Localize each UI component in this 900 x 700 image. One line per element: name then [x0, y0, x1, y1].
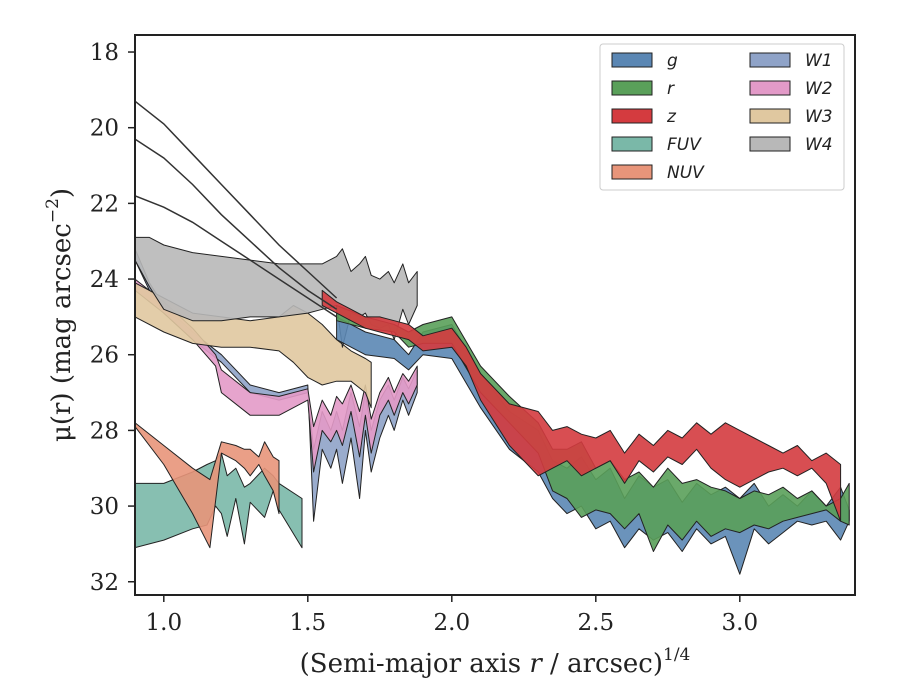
y-tick-label: 26 — [90, 343, 119, 369]
profile-line-2 — [135, 138, 338, 310]
profile-line-1 — [135, 100, 338, 299]
x-tick-label: 1.0 — [146, 610, 183, 636]
legend-swatch-r — [611, 80, 653, 96]
y-tick-label: 30 — [90, 494, 119, 520]
y-tick-label: 22 — [90, 191, 119, 217]
legend-label-r: r — [667, 79, 675, 99]
series-layer — [135, 236, 850, 575]
x-tick-label: 2.5 — [578, 610, 615, 636]
band-z — [321, 289, 842, 522]
legend-label-nuv: NUV — [667, 163, 705, 183]
legend-label-w1: W1 — [805, 51, 833, 71]
plot-frame — [134, 34, 856, 596]
x-axis-label: (Semi-major axis r / arcsec)1/4 — [300, 645, 691, 679]
legend-swatch-w2 — [749, 80, 791, 96]
band-w2 — [135, 278, 418, 473]
y-tick-label: 18 — [90, 40, 119, 66]
ticks-layer: 1.0 1.5 2.0 2.5 3.0 18 20 22 24 26 28 30 32 — [90, 40, 758, 636]
legend: grz FUV NUV W1 W2 W3 W4 — [599, 43, 845, 191]
band-nuv — [135, 422, 280, 549]
x-tick-label: 1.5 — [290, 610, 327, 636]
y-tick-label: 20 — [90, 116, 119, 142]
x-tick-label: 3.0 — [722, 610, 759, 636]
y-tick-label: 32 — [90, 570, 119, 596]
legend-label-w2: W2 — [805, 79, 833, 99]
legend-swatch-w3 — [749, 108, 791, 124]
legend-label-fuv: FUV — [667, 135, 702, 155]
y-tick-label: 24 — [90, 267, 119, 293]
legend-label-w3: W3 — [805, 107, 833, 127]
legend-label-z: z — [666, 107, 677, 127]
legend-label-g: g — [667, 51, 678, 71]
y-axis-label: μ(r) (mag arcsec−2) — [43, 188, 77, 442]
legend-swatch-g — [611, 52, 653, 68]
legend-label-w4: W4 — [805, 135, 833, 155]
legend-swatch-w1 — [749, 52, 791, 68]
legend-swatch-w4 — [749, 136, 791, 152]
x-tick-label: 2.0 — [434, 610, 471, 636]
y-tick-label: 28 — [90, 418, 119, 444]
profile-line-3 — [135, 195, 338, 318]
legend-swatch-z — [611, 108, 653, 124]
extra-lines-layer — [135, 100, 338, 318]
legend-swatch-nuv — [611, 164, 653, 180]
legend-swatch-fuv — [611, 136, 653, 152]
